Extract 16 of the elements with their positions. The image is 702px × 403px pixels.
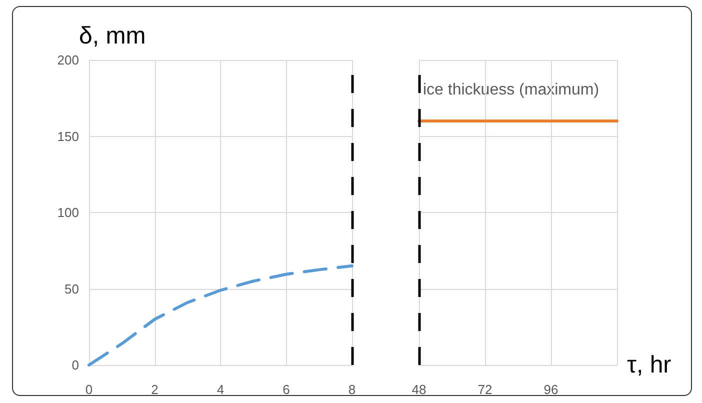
x-tick-label: 6	[282, 382, 290, 397]
x-tick-label: 8	[348, 382, 356, 397]
y-tick-label: 50	[64, 281, 79, 296]
y-tick-label: 150	[57, 128, 79, 144]
x-axis-title: τ, hr	[627, 352, 672, 378]
x-tick-label: 72	[478, 382, 492, 397]
y-axis-title: δ, mm	[79, 22, 146, 50]
x-tick-label: 96	[544, 382, 558, 397]
x-tick-label: 4	[216, 382, 224, 397]
y-tick-label: 200	[57, 52, 79, 68]
x-tick-label: 2	[151, 382, 158, 397]
y-tick-label: 100	[57, 205, 79, 220]
y-tick-label: 0	[72, 358, 79, 372]
annotation: ice thickuess (maximum)	[423, 82, 600, 98]
x-tick-label: 48	[412, 382, 426, 397]
x-tick-label: 0	[85, 382, 93, 397]
